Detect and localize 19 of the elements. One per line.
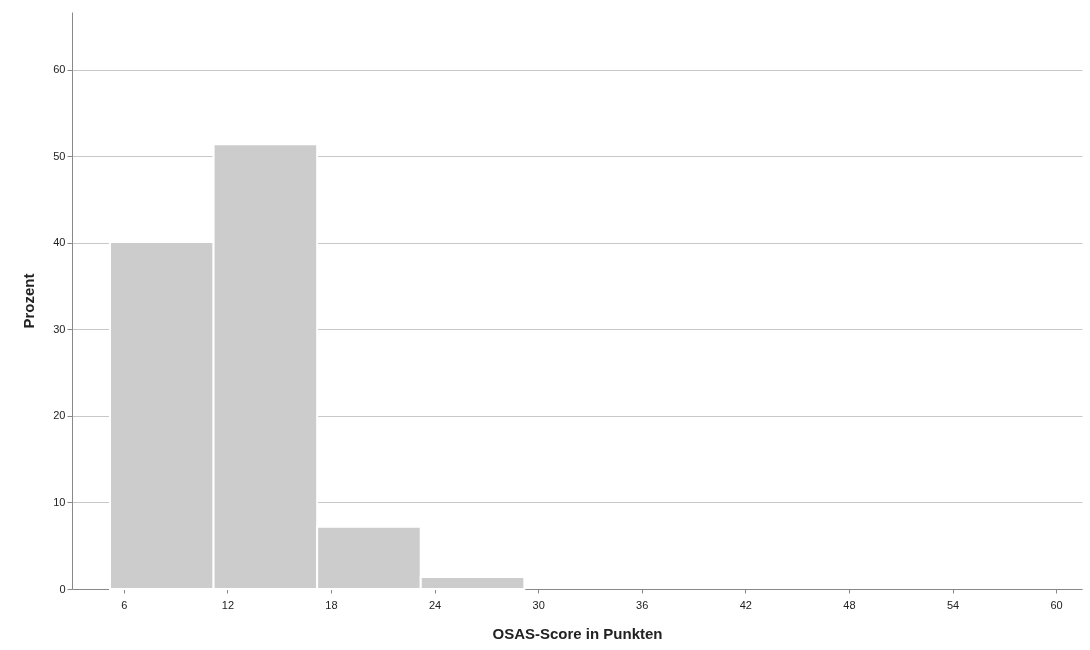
y-tick-label: 30 [53, 322, 66, 335]
y-tick-label: 40 [53, 236, 66, 249]
y-tick-label: 0 [59, 582, 66, 595]
x-axis-title: OSAS-Score in Punkten [492, 624, 663, 642]
x-tick-label: 36 [636, 598, 649, 611]
y-tick-label: 50 [53, 149, 66, 162]
x-tick-label: 42 [739, 598, 752, 611]
y-tick-label: 20 [53, 409, 66, 422]
y-tick-label: 10 [53, 495, 66, 508]
x-tick-label: 54 [946, 598, 960, 611]
x-tick-label: 18 [325, 598, 338, 611]
x-tick-label: 6 [121, 598, 128, 611]
x-tick-label: 48 [843, 598, 856, 611]
y-tick-label: 60 [53, 63, 66, 76]
x-tick-label: 60 [1050, 598, 1063, 611]
x-tick-label: 12 [221, 598, 235, 611]
y-axis-title: Prozent [20, 273, 38, 329]
x-tick-label: 24 [428, 598, 442, 611]
x-tick-label: 30 [532, 598, 545, 611]
